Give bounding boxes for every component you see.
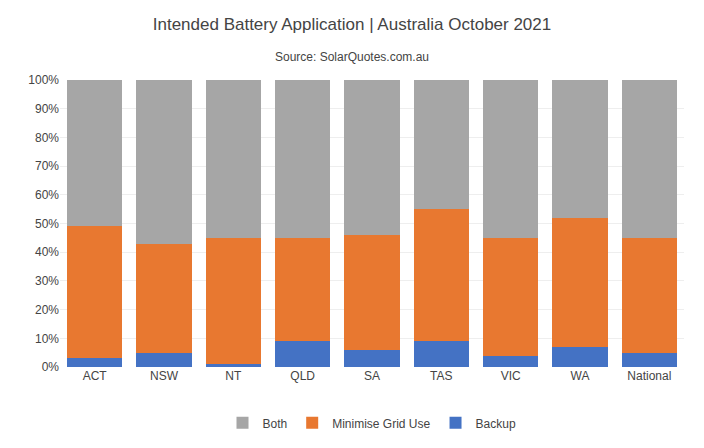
svg-text:10%: 10% — [35, 332, 59, 346]
svg-text:30%: 30% — [35, 274, 59, 288]
svg-text:80%: 80% — [35, 131, 59, 145]
svg-text:Both: Both — [263, 417, 288, 431]
svg-text:70%: 70% — [35, 159, 59, 173]
svg-text:90%: 90% — [35, 102, 59, 116]
svg-text:ACT: ACT — [83, 369, 108, 383]
svg-text:NT: NT — [225, 369, 242, 383]
svg-text:20%: 20% — [35, 303, 59, 317]
svg-text:60%: 60% — [35, 188, 59, 202]
svg-text:SA: SA — [364, 369, 380, 383]
svg-text:Source: SolarQuotes.com.au: Source: SolarQuotes.com.au — [275, 50, 429, 64]
svg-text:WA: WA — [571, 369, 590, 383]
svg-text:Intended Battery Application |: Intended Battery Application | Australia… — [153, 15, 552, 34]
svg-text:40%: 40% — [35, 245, 59, 259]
svg-text:TAS: TAS — [430, 369, 452, 383]
svg-text:National: National — [627, 369, 671, 383]
svg-text:Minimise Grid Use: Minimise Grid Use — [332, 417, 430, 431]
svg-text:100%: 100% — [28, 73, 59, 87]
svg-text:50%: 50% — [35, 217, 59, 231]
svg-text:NSW: NSW — [150, 369, 179, 383]
svg-text:0%: 0% — [42, 360, 60, 374]
svg-text:Backup: Backup — [476, 417, 516, 431]
svg-text:VIC: VIC — [501, 369, 521, 383]
svg-text:QLD: QLD — [290, 369, 315, 383]
